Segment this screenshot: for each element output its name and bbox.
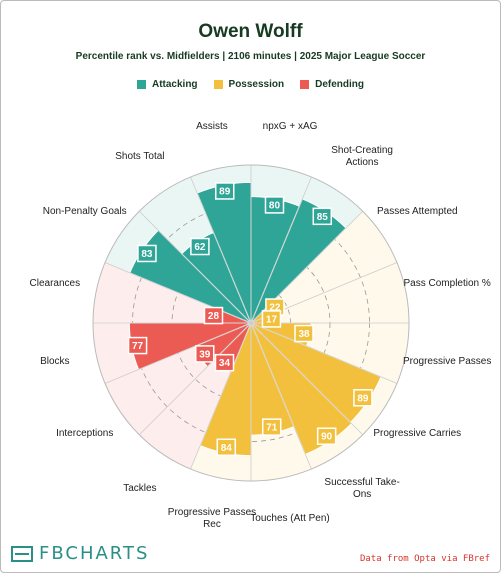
- legend-item: Attacking: [136, 79, 198, 90]
- spoke: [190, 322, 252, 470]
- value-label: 39: [199, 349, 211, 360]
- value-box: [214, 182, 235, 200]
- category-label: Shots Total: [115, 150, 165, 162]
- value-label: 22: [269, 303, 281, 314]
- legend-swatch: [136, 80, 146, 89]
- value-label: 38: [298, 329, 310, 340]
- logo-text: FBCHARTS: [39, 543, 150, 564]
- value-box: [316, 427, 337, 445]
- spoke: [104, 262, 252, 324]
- value-label: 84: [221, 443, 233, 454]
- value-label: 89: [357, 393, 369, 404]
- category-label: Clearances: [29, 277, 81, 289]
- value-label: 85: [317, 212, 329, 223]
- value-box: [294, 324, 314, 343]
- legend-item: Defending: [300, 79, 364, 90]
- value-label: 89: [219, 186, 231, 197]
- legend-item: Possession: [213, 79, 285, 90]
- value-label: 90: [321, 432, 333, 443]
- logo: FBCHARTS: [11, 543, 149, 564]
- value-box: [195, 345, 215, 363]
- category-label: Assists: [196, 120, 228, 132]
- spoke: [250, 322, 398, 384]
- category-label: Shot-Creating Actions: [331, 144, 393, 168]
- value-box: [214, 353, 235, 372]
- source: Data from Opta via FBref: [359, 554, 490, 564]
- legend-label: Attacking: [151, 79, 198, 90]
- spoke: [104, 322, 252, 384]
- spoke: [250, 322, 364, 436]
- spoke: [138, 322, 252, 436]
- category-label: Progressive Carries: [373, 428, 462, 440]
- value-box: [216, 438, 237, 457]
- value-label: 80: [269, 200, 281, 211]
- value-box: [190, 237, 210, 256]
- value-box: [127, 336, 148, 355]
- category-label: Non-Penalty Goals: [42, 205, 127, 217]
- spoke: [250, 176, 312, 324]
- value-box: [261, 418, 282, 436]
- legend: Attacking Possession Defending: [1, 79, 500, 90]
- category-label: Successful Take-Ons: [324, 477, 400, 501]
- slice-background: [251, 262, 409, 323]
- category-label: Blocks: [40, 356, 70, 368]
- chart-subtitle: Percentile rank vs. Midfielders | 2106 m…: [75, 51, 426, 62]
- value-box: [353, 389, 373, 407]
- category-label: Passes Attempted: [376, 205, 458, 217]
- value-label: 34: [219, 358, 231, 369]
- chart-title: Owen Wolff: [198, 21, 303, 42]
- legend-label: Defending: [315, 79, 365, 90]
- legend-swatch: [213, 80, 223, 89]
- value-box: [137, 244, 157, 263]
- value-box: [264, 196, 285, 214]
- category-label: Pass Completion %: [403, 277, 491, 289]
- value-label: 17: [266, 314, 278, 325]
- spoke: [250, 322, 312, 470]
- logo-icon: [11, 545, 33, 562]
- category-label: Interceptions: [56, 428, 114, 440]
- spoke: [138, 210, 252, 324]
- category-label: npxG + xAG: [262, 120, 318, 132]
- slice-background: [251, 211, 397, 323]
- value-label: 71: [266, 423, 278, 434]
- value-label: 83: [141, 249, 153, 260]
- value-label: 77: [132, 341, 144, 352]
- legend-label: Possession: [228, 79, 285, 90]
- category-label: Progressive Passes Rec: [167, 507, 257, 531]
- legend-swatch: [300, 80, 310, 89]
- spoke: [190, 176, 252, 324]
- outer-ring: [92, 164, 410, 482]
- category-label: Touches (Att Pen): [250, 513, 330, 525]
- value-box: [312, 207, 333, 226]
- value-box: [203, 306, 224, 325]
- value-label: 62: [194, 242, 206, 253]
- value-box: [261, 310, 282, 328]
- category-label: Tackles: [123, 483, 157, 495]
- category-label: Progressive Passes: [402, 356, 492, 368]
- value-label: 28: [208, 311, 220, 322]
